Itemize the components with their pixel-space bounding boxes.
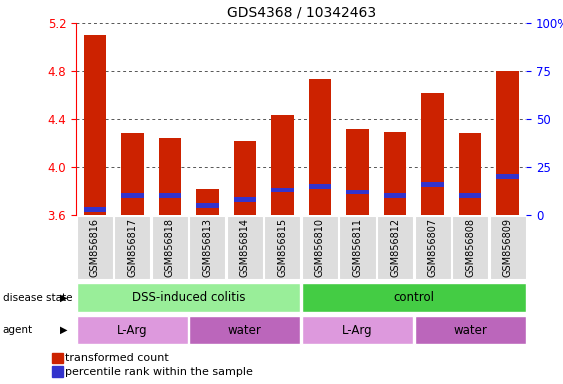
Bar [83,35,106,215]
Text: DSS-induced colitis: DSS-induced colitis [132,291,245,304]
Text: GSM856809: GSM856809 [503,218,513,277]
Text: transformed count: transformed count [65,353,168,363]
Bar [346,190,369,194]
FancyBboxPatch shape [77,316,188,344]
Text: GSM856810: GSM856810 [315,218,325,277]
FancyBboxPatch shape [377,216,413,279]
FancyBboxPatch shape [490,216,526,279]
FancyBboxPatch shape [77,283,301,312]
Text: agent: agent [3,325,33,335]
Text: GSM856814: GSM856814 [240,218,250,277]
Text: L-Arg: L-Arg [342,324,373,337]
FancyBboxPatch shape [414,216,450,279]
Text: GSM856808: GSM856808 [465,218,475,277]
Bar [52,353,64,363]
Bar [159,194,181,198]
Text: control: control [394,291,434,304]
Text: GSM856815: GSM856815 [278,218,288,277]
Text: GSM856813: GSM856813 [202,218,212,277]
Bar [271,188,294,192]
FancyBboxPatch shape [302,316,413,344]
Text: disease state: disease state [3,293,72,303]
Bar [421,182,444,187]
FancyBboxPatch shape [302,283,526,312]
Bar [121,134,144,215]
Bar [196,203,218,208]
Bar [159,138,181,215]
Text: percentile rank within the sample: percentile rank within the sample [65,367,253,377]
Text: ▶: ▶ [60,293,68,303]
Bar [309,79,331,215]
Bar [497,71,519,215]
FancyBboxPatch shape [414,316,526,344]
FancyBboxPatch shape [302,216,338,279]
FancyBboxPatch shape [152,216,188,279]
FancyBboxPatch shape [189,216,225,279]
FancyBboxPatch shape [265,216,301,279]
Bar [421,93,444,215]
Bar [271,116,294,215]
Text: water: water [228,324,262,337]
Bar [497,174,519,179]
FancyBboxPatch shape [452,216,488,279]
Title: GDS4368 / 10342463: GDS4368 / 10342463 [227,5,376,19]
Bar [459,194,481,198]
Text: L-Arg: L-Arg [117,324,148,337]
Text: GSM856817: GSM856817 [127,218,137,277]
FancyBboxPatch shape [339,216,376,279]
Bar [196,189,218,215]
Bar [384,132,406,215]
FancyBboxPatch shape [114,216,150,279]
Bar [52,366,64,377]
Text: GSM856811: GSM856811 [352,218,363,277]
Bar [121,194,144,198]
Bar [309,184,331,189]
Text: ▶: ▶ [60,325,68,335]
FancyBboxPatch shape [77,216,113,279]
FancyBboxPatch shape [189,316,301,344]
Bar [83,207,106,212]
Bar [234,141,256,215]
Bar [234,197,256,202]
Text: GSM856818: GSM856818 [165,218,175,277]
Text: water: water [453,324,487,337]
Bar [459,134,481,215]
Text: GSM856812: GSM856812 [390,218,400,277]
Text: GSM856807: GSM856807 [427,218,437,277]
Bar [384,194,406,198]
FancyBboxPatch shape [227,216,263,279]
Bar [346,129,369,215]
Text: GSM856816: GSM856816 [90,218,100,277]
